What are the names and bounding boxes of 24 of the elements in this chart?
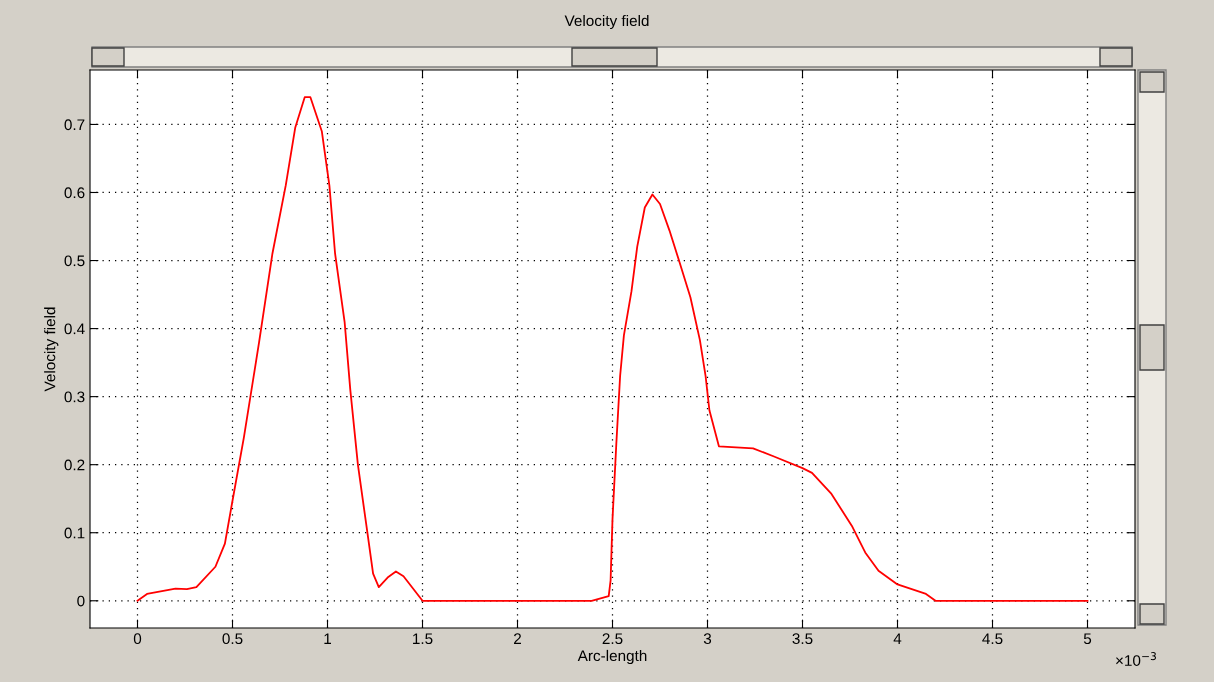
x-tick-label: 0.5 bbox=[222, 633, 243, 645]
x-tick-label: 2.5 bbox=[602, 633, 623, 645]
line-series bbox=[136, 96, 1089, 602]
x-tick-label: 0 bbox=[133, 633, 142, 645]
y-tick-label: 0.3 bbox=[64, 391, 85, 403]
x-tick-label: 4.5 bbox=[982, 633, 1003, 645]
x-tick-label: 4 bbox=[893, 633, 902, 644]
x-tick-label: 2 bbox=[514, 633, 521, 644]
x-tick-label: 5 bbox=[1083, 633, 1092, 645]
text: ×10$^{−3}$ bbox=[1116, 652, 1156, 666]
y-tick-label: 0.1 bbox=[64, 527, 85, 539]
y-axis-title: Velocity field bbox=[44, 307, 59, 392]
y-tick-label: 0.2 bbox=[64, 459, 85, 471]
y-tick-label: 0.4 bbox=[64, 323, 85, 335]
y-tick-label: 0.7 bbox=[64, 119, 85, 131]
x-tick-label: 3 bbox=[703, 633, 712, 645]
y-tick-label: 0 bbox=[77, 595, 85, 607]
chart-title: Velocity field bbox=[564, 14, 649, 30]
y-tick-label: 0.6 bbox=[64, 187, 85, 199]
x-tick-label: 1.5 bbox=[413, 633, 433, 645]
x-tick-label: 1 bbox=[324, 633, 331, 644]
y-tick-label: 0.5 bbox=[64, 255, 85, 267]
x-axis-title: Arc-length bbox=[577, 649, 647, 665]
x-tick-label: 3.5 bbox=[792, 633, 813, 645]
